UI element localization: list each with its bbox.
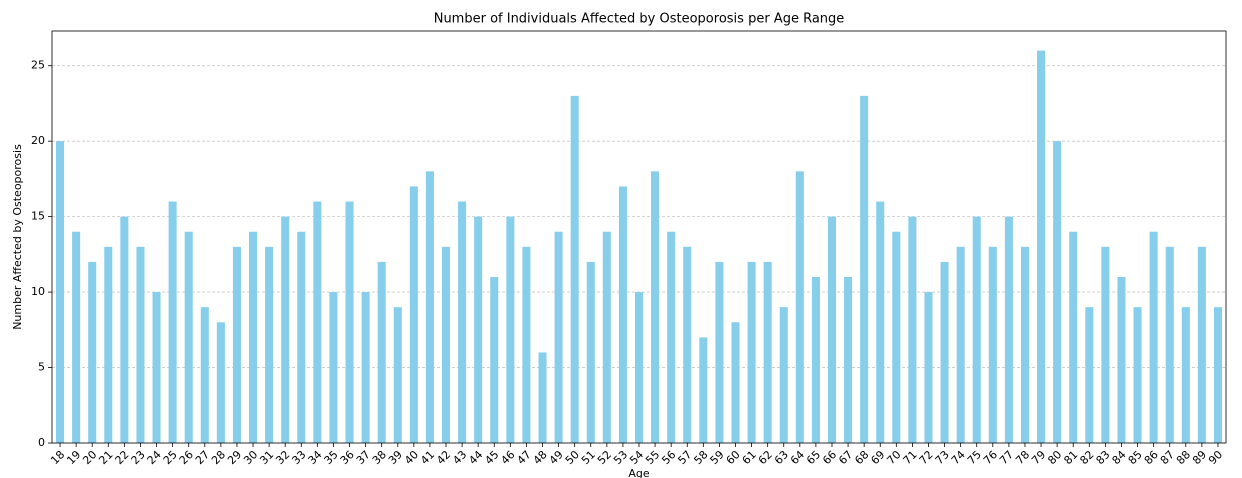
bar xyxy=(522,246,531,443)
bar xyxy=(490,276,499,443)
bar xyxy=(892,231,901,443)
plot-frame xyxy=(51,30,1227,444)
bar xyxy=(618,186,627,443)
bar xyxy=(795,171,804,443)
bar xyxy=(297,231,306,443)
bar xyxy=(602,231,611,443)
bar xyxy=(1213,307,1222,443)
bar xyxy=(184,231,193,443)
bar xyxy=(651,171,660,443)
bar xyxy=(216,322,225,443)
bar xyxy=(313,201,322,443)
bar xyxy=(586,261,595,443)
bar xyxy=(249,231,258,443)
y-tick-label: 10 xyxy=(31,285,45,298)
bar xyxy=(1085,307,1094,443)
x-axis-label: Age xyxy=(628,467,650,478)
y-axis-label: Number Affected by Osteoporosis xyxy=(11,144,24,330)
bar xyxy=(779,307,788,443)
bar xyxy=(747,261,756,443)
bar xyxy=(1149,231,1158,443)
bar xyxy=(377,261,386,443)
bar xyxy=(763,261,772,443)
bar xyxy=(265,246,274,443)
bar xyxy=(634,292,644,443)
x-tick-label: 90 xyxy=(1206,448,1225,467)
bar xyxy=(1181,307,1190,443)
bar xyxy=(570,95,579,444)
bar xyxy=(393,307,402,443)
bar xyxy=(1117,276,1126,443)
bar xyxy=(1004,216,1013,443)
bar xyxy=(104,246,113,443)
bar xyxy=(988,246,997,443)
bar xyxy=(200,307,209,443)
bar xyxy=(72,231,81,443)
chart-title: Number of Individuals Affected by Osteop… xyxy=(434,12,845,27)
bar xyxy=(232,246,241,443)
bar xyxy=(1037,50,1046,443)
bar xyxy=(120,216,129,443)
bar xyxy=(1053,141,1062,443)
bar xyxy=(168,201,177,443)
bar xyxy=(554,231,563,443)
bar xyxy=(956,246,965,443)
bar xyxy=(731,322,740,443)
bar xyxy=(908,216,917,443)
bar xyxy=(425,171,434,443)
bar xyxy=(361,292,370,443)
y-tick-label: 20 xyxy=(31,134,45,147)
bar xyxy=(409,186,418,443)
bar xyxy=(1101,246,1110,443)
y-tick-label: 0 xyxy=(38,436,45,449)
bar xyxy=(1069,231,1078,443)
bar xyxy=(1197,246,1206,443)
bar xyxy=(506,216,515,443)
y-tick-label: 5 xyxy=(38,361,45,374)
bar xyxy=(474,216,483,443)
bar xyxy=(538,352,547,443)
bar xyxy=(1165,246,1174,443)
bar xyxy=(667,231,676,443)
bar xyxy=(699,337,708,443)
bar xyxy=(876,201,885,443)
bar xyxy=(811,276,820,443)
bar xyxy=(136,246,145,443)
bar xyxy=(1020,246,1029,443)
bar xyxy=(88,261,97,443)
bar xyxy=(1133,307,1142,443)
bar xyxy=(458,201,467,443)
bar xyxy=(860,95,869,444)
y-tick-label: 25 xyxy=(31,59,45,72)
bar xyxy=(715,261,724,443)
bar xyxy=(827,216,837,443)
bar xyxy=(940,261,949,443)
bar xyxy=(152,292,161,443)
bar xyxy=(924,292,933,443)
bar xyxy=(345,201,354,443)
bar xyxy=(441,246,451,443)
y-tick-label: 15 xyxy=(31,210,45,223)
bar xyxy=(56,141,65,443)
bar xyxy=(972,216,981,443)
bar xyxy=(683,246,692,443)
bar xyxy=(329,292,338,443)
bar xyxy=(281,216,290,443)
bar xyxy=(844,276,853,443)
